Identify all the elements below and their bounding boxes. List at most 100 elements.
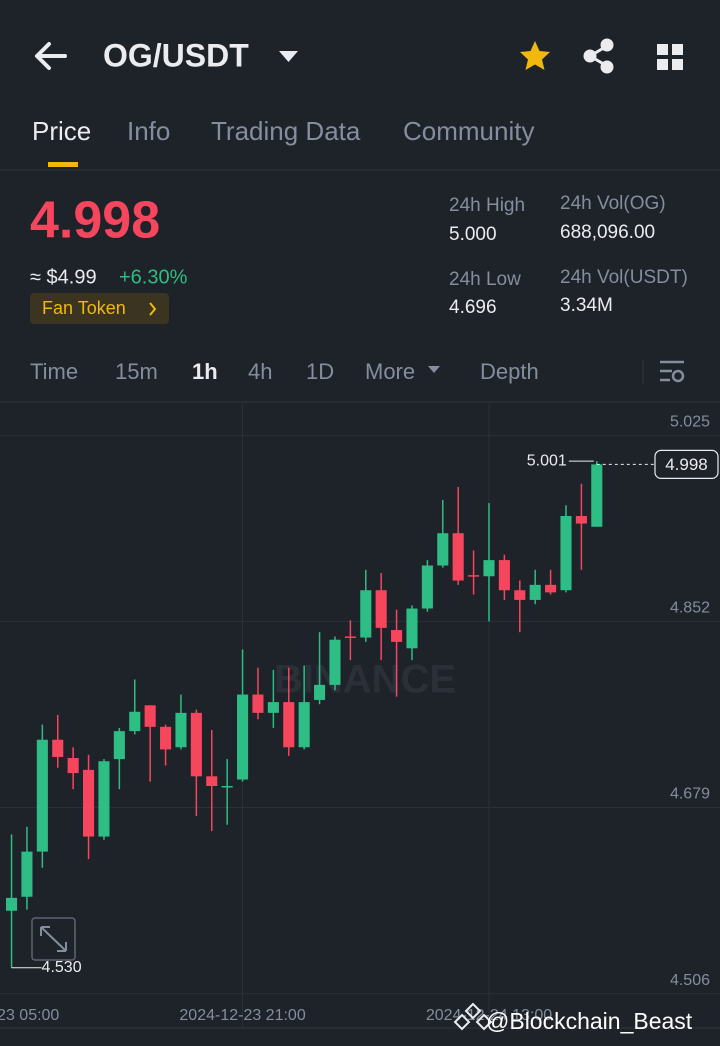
candle-body <box>283 702 295 748</box>
tab[interactable]: Community <box>403 116 534 146</box>
tag-label[interactable]: Fan Token <box>42 298 126 318</box>
candle-body <box>452 533 464 581</box>
candle-body <box>468 575 480 577</box>
candle-body <box>98 761 110 837</box>
candle-body <box>329 639 341 685</box>
menu-square <box>672 59 683 70</box>
candle-body <box>129 711 141 732</box>
settings-gear <box>671 369 685 383</box>
author-icon <box>453 1002 493 1031</box>
stat-value: 688,096.00 <box>560 222 655 243</box>
candle-body <box>252 694 264 713</box>
candle-body <box>344 636 356 638</box>
candlestick-chart: BINANCE 5.025 4.852 4.679 4.506 2024-12-23 05… <box>0 402 720 1028</box>
candle-body <box>221 785 233 788</box>
candle-body <box>144 705 156 727</box>
candle-body <box>575 516 587 524</box>
y-tick-label: 4.506 <box>670 972 710 989</box>
pair-dropdown[interactable] <box>279 51 298 62</box>
candle-body <box>52 739 64 757</box>
y-tick-label: 4.679 <box>670 786 710 803</box>
interval[interactable]: 15m <box>115 359 158 384</box>
share-dot <box>600 60 614 74</box>
candle-body <box>514 590 526 600</box>
stat-label: 24h High <box>449 195 525 216</box>
menu-square <box>657 59 668 70</box>
stat-label: 24h Vol(USDT) <box>560 267 688 288</box>
candle-body <box>498 560 510 591</box>
tab[interactable]: Trading Data <box>211 116 361 146</box>
interval[interactable]: 4h <box>248 359 272 384</box>
candle-body <box>391 630 403 642</box>
menu-square <box>672 44 683 55</box>
share-dot <box>583 49 597 63</box>
x-tick-label: 2024-12-23 05:00 <box>0 1007 59 1024</box>
last-price-box <box>654 449 719 479</box>
interval[interactable]: Depth <box>480 359 539 384</box>
y-tick-label: 4.852 <box>670 600 710 617</box>
tag-box[interactable] <box>30 293 169 324</box>
interval[interactable]: More <box>365 359 415 384</box>
tab[interactable]: Info <box>127 116 170 146</box>
author-watermark: @Blockchain_Beast <box>453 1002 693 1034</box>
candle-body <box>190 712 202 777</box>
interval[interactable]: Time <box>30 359 78 384</box>
expand-icon <box>40 926 67 952</box>
candle-body <box>298 702 310 748</box>
high-marker-label: 5.001 <box>527 452 567 469</box>
candle-body <box>267 702 279 713</box>
candle-body <box>175 712 187 748</box>
fiat-price: ≈ $4.99 <box>30 266 97 288</box>
candle-body <box>406 608 418 649</box>
candle-body <box>545 584 557 593</box>
candle-body <box>591 464 603 527</box>
candle-body <box>437 533 449 566</box>
share-dot <box>600 38 614 52</box>
candle-body <box>36 739 48 852</box>
interval[interactable]: 1D <box>306 359 334 384</box>
candle-body <box>206 776 218 786</box>
pair-title[interactable]: OG/USDT <box>103 37 249 73</box>
tab[interactable]: Price <box>32 116 91 146</box>
grid-menu[interactable] <box>657 44 683 70</box>
candle-body <box>160 726 172 750</box>
candle-body <box>21 851 33 897</box>
share-button[interactable] <box>583 38 614 74</box>
stat-label: 24h Low <box>449 269 521 290</box>
price-change: +6.30% <box>119 266 188 288</box>
menu-square <box>657 44 668 55</box>
expand-button[interactable] <box>31 917 76 961</box>
candle-body <box>237 694 249 780</box>
author-handle: @Blockchain_Beast <box>486 1008 693 1034</box>
last-price: 4.998 <box>30 192 160 250</box>
last-price-label: 4.998 <box>665 455 708 474</box>
x-tick-label: 2024-12-23 21:00 <box>179 1007 305 1024</box>
back-arrow <box>35 42 67 70</box>
candle-body <box>375 590 387 628</box>
candle-body <box>6 897 18 911</box>
candle-body <box>67 758 79 774</box>
candle-body <box>529 584 541 600</box>
chart-watermark: BINANCE <box>274 658 456 702</box>
y-tick-label: 5.025 <box>670 414 710 431</box>
stat-value: 5.000 <box>449 224 497 245</box>
stat-value: 4.696 <box>449 297 497 318</box>
stat-label: 24h Vol(OG) <box>560 193 666 214</box>
more-caret <box>428 366 440 373</box>
favorite-star[interactable] <box>520 41 550 70</box>
candle-body <box>83 769 95 837</box>
interval[interactable]: 1h <box>192 359 218 384</box>
tag-chevron <box>149 302 157 316</box>
back-button[interactable] <box>35 42 67 70</box>
stat-value: 3.34M <box>560 295 613 316</box>
candle-body <box>314 684 326 700</box>
tab-indicator <box>48 162 78 167</box>
candle-body <box>360 590 372 638</box>
low-marker-label: 4.530 <box>42 959 82 976</box>
candle-body <box>560 516 572 591</box>
candle-body <box>421 565 433 609</box>
chart-settings[interactable] <box>660 360 685 383</box>
candle-body <box>483 560 495 577</box>
